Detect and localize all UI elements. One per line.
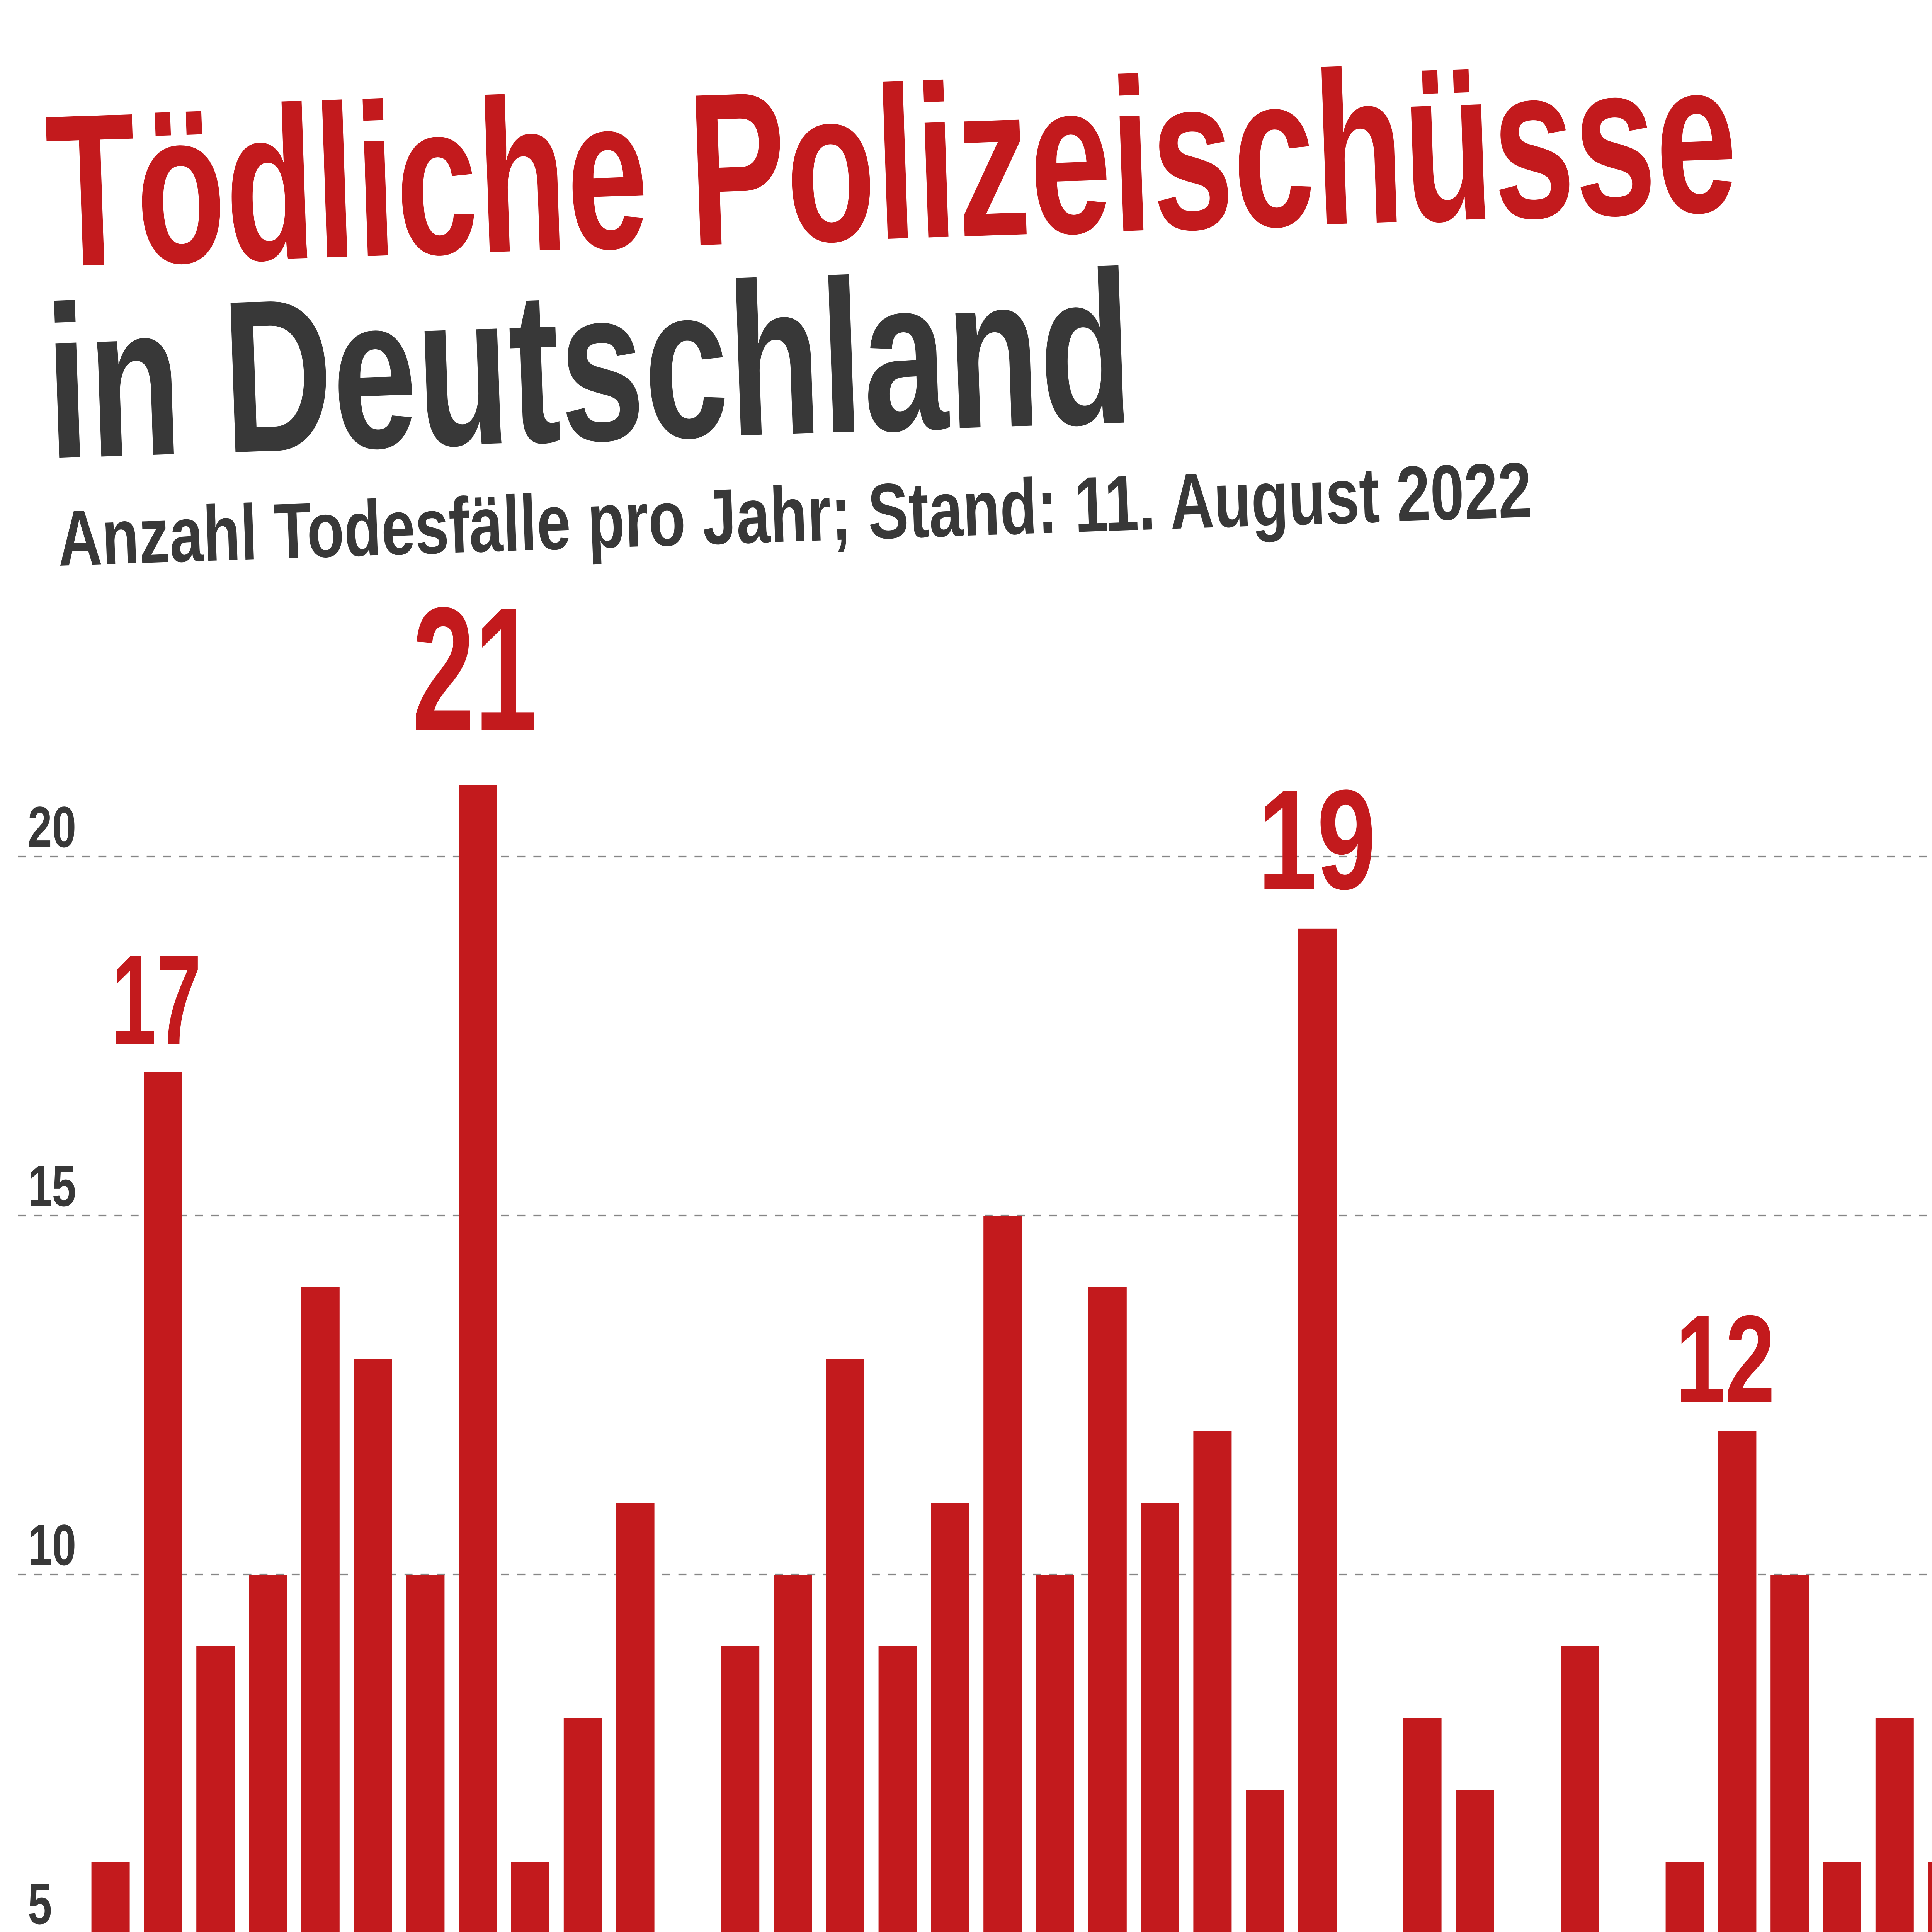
svg-text:20: 20 xyxy=(28,795,76,859)
svg-text:in Deutschland: in Deutschland xyxy=(42,226,1136,504)
svg-text:5: 5 xyxy=(28,1872,52,1932)
svg-text:12: 12 xyxy=(1675,1290,1775,1429)
svg-text:Tödliche Polizeischüsse: Tödliche Polizeischüsse xyxy=(43,14,1740,313)
svg-text:19: 19 xyxy=(1258,760,1376,919)
svg-text:21: 21 xyxy=(412,571,537,768)
svg-text:15: 15 xyxy=(28,1154,76,1218)
svg-text:17: 17 xyxy=(111,928,201,1071)
svg-text:10: 10 xyxy=(28,1513,76,1577)
